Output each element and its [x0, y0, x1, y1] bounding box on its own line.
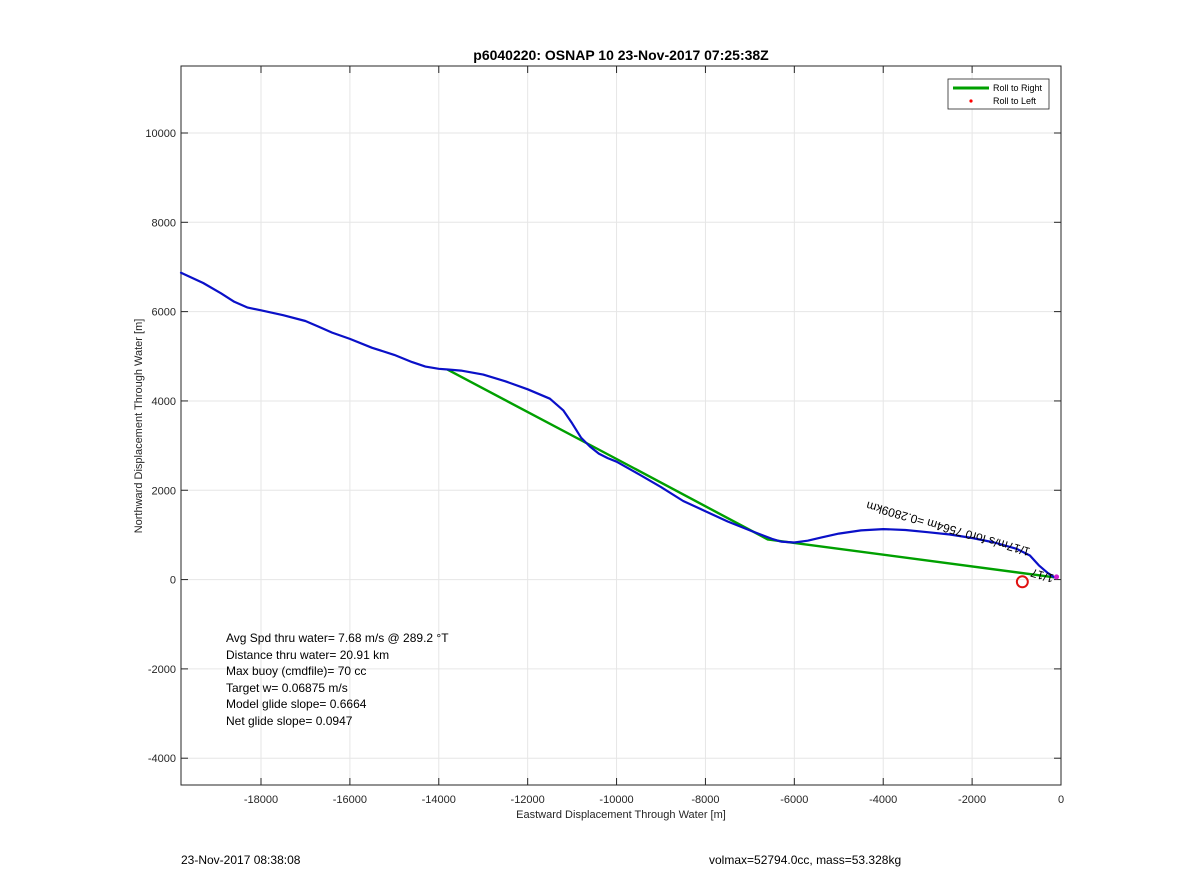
legend: Roll to Right Roll to Left — [947, 78, 1050, 110]
x-tick-label: -2000 — [958, 794, 986, 806]
y-axis-ticks: -4000 -2000 0 2000 4000 6000 8000 10000 — [145, 128, 1061, 765]
y-tick-label: -4000 — [148, 753, 176, 765]
y-axis-label: Northward Displacement Through Water [m] — [133, 319, 145, 534]
markers-layer — [1015, 574, 1060, 589]
y-tick-label: 0 — [170, 575, 176, 587]
y-tick-label: -2000 — [148, 664, 176, 676]
stats-max-buoy: Max buoy (cmdfile)= 70 cc — [226, 664, 366, 678]
legend-roll-left-label: Roll to Left — [993, 96, 1037, 106]
x-axis-label: Eastward Displacement Through Water [m] — [516, 809, 726, 821]
stats-annotation: Avg Spd thru water= 7.68 m/s @ 289.2 °T … — [226, 631, 449, 728]
end-marker-circle — [1015, 575, 1029, 589]
x-tick-label: -18000 — [244, 794, 278, 806]
stats-avg-speed: Avg Spd thru water= 7.68 m/s @ 289.2 °T — [226, 631, 449, 645]
x-tick-label: -14000 — [422, 794, 456, 806]
x-tick-label: -8000 — [691, 794, 719, 806]
chart-title: p6040220: OSNAP 10 23-Nov-2017 07:25:38Z — [473, 47, 769, 63]
footer-timestamp: 23-Nov-2017 08:38:08 — [181, 853, 301, 867]
series-roll-right-line — [446, 368, 1056, 579]
end-marker-dot — [1054, 574, 1060, 580]
x-tick-label: -12000 — [511, 794, 545, 806]
x-tick-label: -10000 — [599, 794, 633, 806]
x-tick-label: -4000 — [869, 794, 897, 806]
y-tick-label: 2000 — [152, 485, 176, 497]
footer-volmax: volmax=52794.0cc, mass=53.328kg — [709, 853, 902, 867]
legend-box — [947, 78, 1050, 110]
legend-roll-right-label: Roll to Right — [993, 83, 1043, 93]
x-axis-ticks: -18000 -16000 -14000 -12000 -10000 -8000 -6000… — [244, 66, 1064, 806]
y-tick-label: 4000 — [152, 396, 176, 408]
series-layer — [179, 271, 1056, 579]
y-tick-label: 6000 — [152, 307, 176, 319]
axes-frame — [180, 65, 1062, 786]
stats-model-glide: Model glide slope= 0.6664 — [226, 697, 367, 711]
y-tick-label: 10000 — [145, 128, 176, 140]
x-tick-label: 0 — [1058, 794, 1064, 806]
stats-distance: Distance thru water= 20.91 km — [226, 648, 389, 662]
grid-lines — [181, 66, 1062, 785]
stats-net-glide: Net glide slope= 0.0947 — [226, 714, 353, 728]
stats-target-w: Target w= 0.06875 m/s — [226, 681, 348, 695]
x-tick-label: -16000 — [333, 794, 367, 806]
x-tick-label: -6000 — [780, 794, 808, 806]
series-track-line — [179, 271, 1056, 579]
y-tick-label: 8000 — [152, 217, 176, 229]
cluster-annotation: 1/17 — [1029, 565, 1056, 585]
legend-roll-left-swatch — [969, 99, 973, 103]
